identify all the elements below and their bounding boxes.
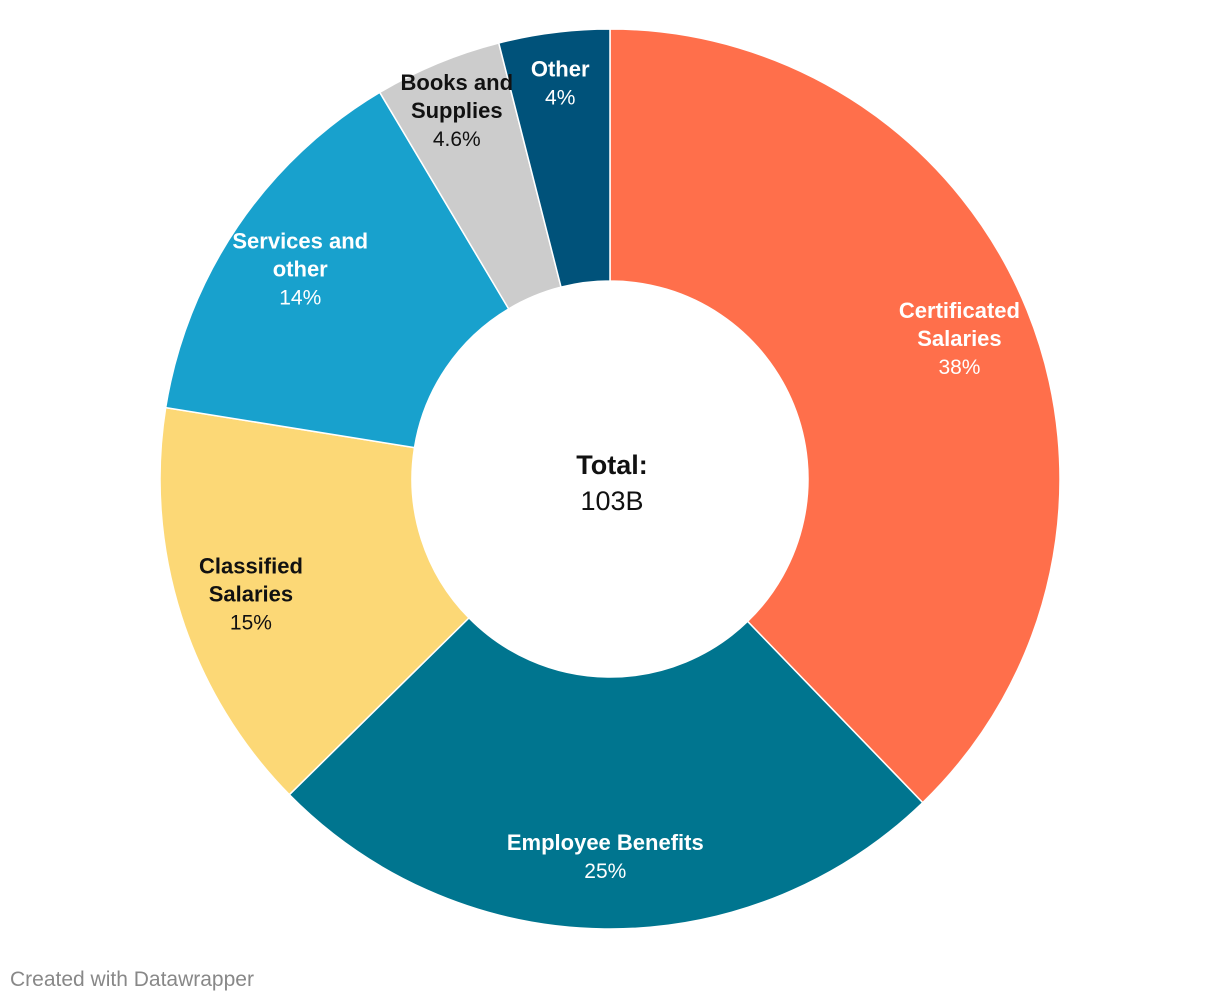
slice-value-certificated-salaries: 38% bbox=[938, 356, 980, 379]
slice-certificated-salaries bbox=[609, 28, 1061, 804]
slice-value-books-and-supplies: 4.6% bbox=[433, 128, 481, 151]
datawrapper-credit: Created with Datawrapper bbox=[10, 968, 254, 991]
slice-label-classified-salaries: Classified Salaries 15% bbox=[199, 554, 303, 635]
slices-layer bbox=[159, 28, 1061, 930]
slice-name-services-and-other: Services and other bbox=[232, 229, 368, 282]
slice-name-books-and-supplies: Books and Supplies bbox=[401, 70, 513, 123]
slice-services-and-other bbox=[164, 91, 510, 449]
slice-label-other: Other 4% bbox=[531, 57, 590, 110]
slice-classified-salaries bbox=[159, 406, 470, 796]
center-title: Total: bbox=[576, 450, 647, 480]
slice-label-employee-benefits: Employee Benefits 25% bbox=[507, 830, 704, 883]
slice-name-other: Other bbox=[531, 57, 590, 82]
slice-label-certificated-salaries: Certificated Salaries 38% bbox=[899, 298, 1020, 379]
slice-other bbox=[497, 28, 611, 289]
slice-label-books-and-supplies: Books and Supplies 4.6% bbox=[401, 70, 513, 151]
slice-name-employee-benefits: Employee Benefits bbox=[507, 830, 704, 855]
slice-name-certificated-salaries: Certificated Salaries bbox=[899, 298, 1020, 351]
slice-value-classified-salaries: 15% bbox=[230, 612, 272, 635]
slice-label-services-and-other: Services and other 14% bbox=[232, 229, 368, 310]
slice-name-classified-salaries: Classified Salaries bbox=[199, 554, 303, 607]
slice-value-employee-benefits: 25% bbox=[584, 860, 626, 883]
slice-value-services-and-other: 14% bbox=[279, 287, 321, 310]
slice-value-other: 4% bbox=[545, 87, 575, 110]
center-value: 103B bbox=[580, 486, 643, 516]
center-label: Total: 103B bbox=[576, 450, 647, 516]
slice-employee-benefits bbox=[288, 616, 924, 930]
slice-labels-layer: Certificated Salaries 38% Employee Benefits… bbox=[199, 57, 1020, 883]
